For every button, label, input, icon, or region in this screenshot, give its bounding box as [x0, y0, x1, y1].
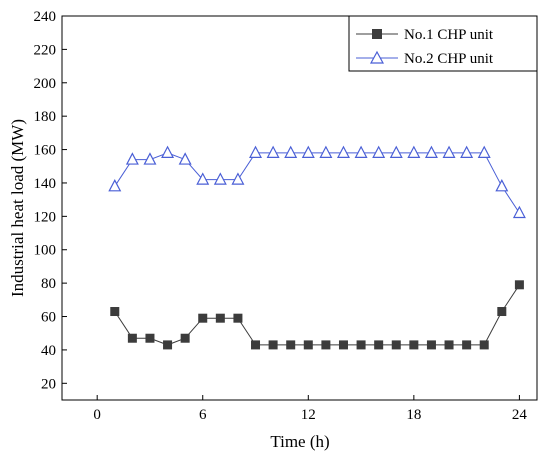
data-point-no1: [479, 340, 489, 350]
data-point-no1: [409, 340, 419, 350]
data-point-no2: [336, 145, 350, 159]
data-point-no1: [127, 333, 137, 343]
y-axis-title: Industrial heat load (MW): [8, 119, 27, 297]
data-point-no1: [251, 340, 261, 350]
y-tick-label: 160: [34, 143, 57, 159]
data-point-no1: [163, 340, 173, 350]
data-point-no1: [374, 340, 384, 350]
legend-marker-no2: [369, 50, 385, 64]
data-point-no2: [125, 152, 139, 165]
data-point-no1: [514, 280, 524, 290]
data-point-no2: [284, 145, 298, 159]
legend-label-no2: No.2 CHP unit: [404, 51, 494, 67]
legend-label-no1: No.1 CHP unit: [404, 27, 494, 43]
y-tick-label: 20: [41, 376, 56, 392]
data-point-no2: [372, 145, 386, 159]
x-tick-label: 18: [406, 407, 421, 423]
plot-frame: [61, 15, 538, 401]
y-tick-label: 180: [34, 109, 57, 125]
data-point-no1: [321, 340, 331, 350]
x-tick-label: 24: [512, 407, 528, 423]
data-point-no1: [338, 340, 348, 350]
data-point-no2: [249, 145, 263, 159]
data-point-no2: [266, 145, 280, 159]
x-axis-title: Time (h): [270, 432, 329, 451]
data-point-no2: [477, 145, 491, 159]
axis-ticks: 0 6 12 18 24 20 40 60 80 100 120 140 160 180 200 220 240: [34, 9, 528, 423]
x-tick-label: 12: [301, 407, 316, 423]
data-point-no1: [233, 313, 243, 323]
data-point-no1: [426, 340, 436, 350]
data-point-no1: [462, 340, 472, 350]
x-tick-label: 6: [199, 407, 207, 423]
data-point-no2: [143, 152, 157, 165]
data-point-no1: [444, 340, 454, 350]
series-markers: [108, 145, 526, 350]
data-point-no2: [161, 145, 175, 159]
data-point-no2: [231, 172, 245, 185]
data-point-no2: [512, 205, 526, 219]
series-lines: [114, 152, 520, 346]
data-point-no1: [145, 333, 155, 343]
y-tick-label: 80: [41, 276, 56, 292]
data-point-no2: [178, 152, 192, 165]
data-point-no1: [215, 313, 225, 323]
y-tick-label: 240: [34, 9, 57, 25]
data-point-no2: [460, 145, 474, 159]
data-point-no1: [356, 340, 366, 350]
series-line-2: [114, 152, 520, 214]
y-tick-label: 60: [41, 310, 56, 326]
data-point-no2: [319, 145, 333, 159]
data-point-no2: [442, 145, 456, 159]
data-point-no2: [196, 172, 210, 185]
data-point-no1: [198, 313, 208, 323]
y-tick-label: 120: [34, 209, 57, 225]
y-tick-label: 100: [34, 243, 57, 259]
data-point-no2: [495, 179, 509, 192]
x-tick-label: 0: [93, 407, 101, 423]
data-point-no2: [407, 145, 421, 159]
legend: No.1 CHP unit No.2 CHP unit: [348, 15, 538, 72]
data-point-no1: [268, 340, 278, 350]
y-tick-label: 220: [34, 42, 57, 58]
data-point-no2: [213, 172, 227, 185]
data-point-no1: [391, 340, 401, 350]
data-point-no2: [389, 145, 403, 159]
data-point-no2: [424, 145, 438, 159]
data-point-no2: [108, 179, 122, 192]
data-point-no2: [301, 145, 315, 159]
series-line-1: [114, 284, 520, 346]
data-point-no1: [110, 307, 120, 317]
data-point-no2: [354, 145, 368, 159]
data-point-no1: [303, 340, 313, 350]
y-tick-label: 40: [41, 343, 56, 359]
data-point-no1: [286, 340, 296, 350]
y-tick-label: 200: [34, 76, 57, 92]
y-tick-label: 140: [34, 176, 57, 192]
data-point-no1: [497, 307, 507, 317]
data-point-no1: [180, 333, 190, 343]
legend-marker-no1: [372, 29, 382, 39]
